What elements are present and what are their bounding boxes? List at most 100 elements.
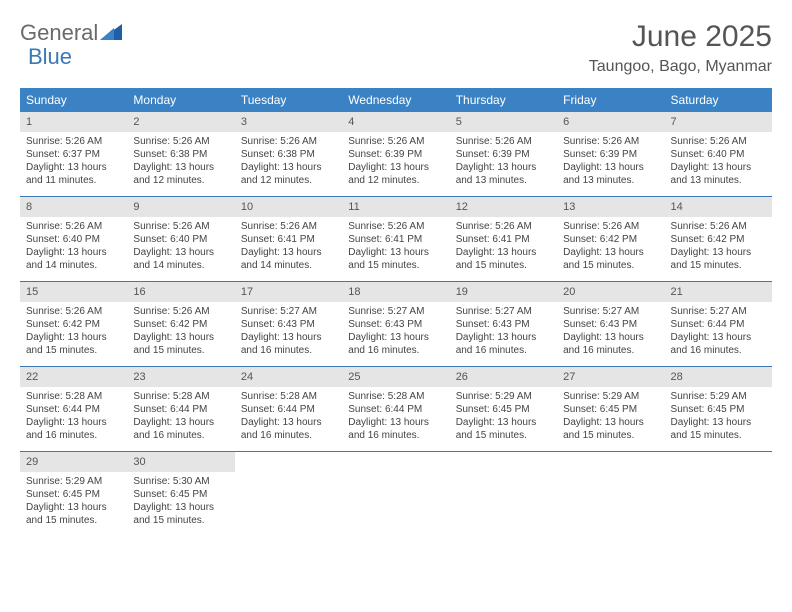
sunset-text: Sunset: 6:45 PM (563, 403, 658, 416)
sunset-text: Sunset: 6:45 PM (671, 403, 766, 416)
calendar: SundayMondayTuesdayWednesdayThursdayFrid… (20, 88, 772, 536)
sunset-text: Sunset: 6:42 PM (563, 233, 658, 246)
daylight-text: Daylight: 13 hours and 15 minutes. (26, 331, 121, 357)
cell-body: Sunrise: 5:26 AMSunset: 6:42 PMDaylight:… (20, 302, 127, 363)
sunset-text: Sunset: 6:44 PM (133, 403, 228, 416)
date-number: 23 (127, 367, 234, 387)
date-number: 8 (20, 197, 127, 217)
month-title: June 2025 (589, 20, 772, 54)
cell-body: Sunrise: 5:26 AMSunset: 6:40 PMDaylight:… (20, 217, 127, 278)
week-row: 15Sunrise: 5:26 AMSunset: 6:42 PMDayligh… (20, 282, 772, 367)
date-number: 24 (235, 367, 342, 387)
daylight-text: Daylight: 13 hours and 16 minutes. (456, 331, 551, 357)
cell-body: Sunrise: 5:28 AMSunset: 6:44 PMDaylight:… (235, 387, 342, 448)
daylight-text: Daylight: 13 hours and 11 minutes. (26, 161, 121, 187)
date-number: 7 (665, 112, 772, 132)
sunset-text: Sunset: 6:38 PM (241, 148, 336, 161)
date-number: 20 (557, 282, 664, 302)
daylight-text: Daylight: 13 hours and 14 minutes. (241, 246, 336, 272)
sunrise-text: Sunrise: 5:28 AM (133, 390, 228, 403)
sunrise-text: Sunrise: 5:26 AM (133, 135, 228, 148)
calendar-cell (235, 452, 342, 536)
sunrise-text: Sunrise: 5:27 AM (671, 305, 766, 318)
date-number: 19 (450, 282, 557, 302)
calendar-cell: 17Sunrise: 5:27 AMSunset: 6:43 PMDayligh… (235, 282, 342, 366)
calendar-cell (342, 452, 449, 536)
sunrise-text: Sunrise: 5:28 AM (348, 390, 443, 403)
sunset-text: Sunset: 6:44 PM (671, 318, 766, 331)
date-number: 18 (342, 282, 449, 302)
cell-body: Sunrise: 5:29 AMSunset: 6:45 PMDaylight:… (20, 472, 127, 533)
date-number: 26 (450, 367, 557, 387)
cell-body: Sunrise: 5:26 AMSunset: 6:41 PMDaylight:… (450, 217, 557, 278)
logo: General (20, 20, 124, 46)
daylight-text: Daylight: 13 hours and 12 minutes. (348, 161, 443, 187)
daylight-text: Daylight: 13 hours and 14 minutes. (133, 246, 228, 272)
sunset-text: Sunset: 6:43 PM (563, 318, 658, 331)
date-number: 28 (665, 367, 772, 387)
sunrise-text: Sunrise: 5:26 AM (26, 135, 121, 148)
calendar-cell: 29Sunrise: 5:29 AMSunset: 6:45 PMDayligh… (20, 452, 127, 536)
daylight-text: Daylight: 13 hours and 15 minutes. (456, 416, 551, 442)
sunset-text: Sunset: 6:38 PM (133, 148, 228, 161)
sunset-text: Sunset: 6:37 PM (26, 148, 121, 161)
sunset-text: Sunset: 6:39 PM (348, 148, 443, 161)
cell-body: Sunrise: 5:26 AMSunset: 6:42 PMDaylight:… (127, 302, 234, 363)
calendar-cell: 19Sunrise: 5:27 AMSunset: 6:43 PMDayligh… (450, 282, 557, 366)
sunrise-text: Sunrise: 5:26 AM (348, 135, 443, 148)
calendar-cell: 12Sunrise: 5:26 AMSunset: 6:41 PMDayligh… (450, 197, 557, 281)
cell-body: Sunrise: 5:26 AMSunset: 6:41 PMDaylight:… (342, 217, 449, 278)
sunrise-text: Sunrise: 5:26 AM (133, 220, 228, 233)
sunrise-text: Sunrise: 5:29 AM (456, 390, 551, 403)
daylight-text: Daylight: 13 hours and 15 minutes. (133, 501, 228, 527)
header: General June 2025 Taungoo, Bago, Myanmar (20, 20, 772, 76)
sunrise-text: Sunrise: 5:30 AM (133, 475, 228, 488)
date-number: 17 (235, 282, 342, 302)
cell-body: Sunrise: 5:26 AMSunset: 6:38 PMDaylight:… (235, 132, 342, 193)
date-number: 4 (342, 112, 449, 132)
daylight-text: Daylight: 13 hours and 15 minutes. (133, 331, 228, 357)
date-number: 11 (342, 197, 449, 217)
cell-body: Sunrise: 5:27 AMSunset: 6:43 PMDaylight:… (450, 302, 557, 363)
date-number: 14 (665, 197, 772, 217)
daylight-text: Daylight: 13 hours and 16 minutes. (26, 416, 121, 442)
sunrise-text: Sunrise: 5:26 AM (563, 220, 658, 233)
sunset-text: Sunset: 6:40 PM (671, 148, 766, 161)
logo-mark-icon (100, 22, 122, 45)
calendar-cell: 11Sunrise: 5:26 AMSunset: 6:41 PMDayligh… (342, 197, 449, 281)
cell-body: Sunrise: 5:30 AMSunset: 6:45 PMDaylight:… (127, 472, 234, 533)
daylight-text: Daylight: 13 hours and 16 minutes. (671, 331, 766, 357)
sunrise-text: Sunrise: 5:29 AM (563, 390, 658, 403)
day-header-saturday: Saturday (665, 88, 772, 112)
cell-body: Sunrise: 5:28 AMSunset: 6:44 PMDaylight:… (20, 387, 127, 448)
title-block: June 2025 Taungoo, Bago, Myanmar (589, 20, 772, 76)
day-header-sunday: Sunday (20, 88, 127, 112)
date-number: 1 (20, 112, 127, 132)
calendar-cell (665, 452, 772, 536)
date-number: 6 (557, 112, 664, 132)
date-number: 5 (450, 112, 557, 132)
cell-body: Sunrise: 5:29 AMSunset: 6:45 PMDaylight:… (557, 387, 664, 448)
cell-body: Sunrise: 5:26 AMSunset: 6:40 PMDaylight:… (665, 132, 772, 193)
calendar-cell: 24Sunrise: 5:28 AMSunset: 6:44 PMDayligh… (235, 367, 342, 451)
day-header-monday: Monday (127, 88, 234, 112)
calendar-cell: 28Sunrise: 5:29 AMSunset: 6:45 PMDayligh… (665, 367, 772, 451)
sunrise-text: Sunrise: 5:26 AM (241, 135, 336, 148)
daylight-text: Daylight: 13 hours and 15 minutes. (671, 416, 766, 442)
week-row: 22Sunrise: 5:28 AMSunset: 6:44 PMDayligh… (20, 367, 772, 452)
date-number: 29 (20, 452, 127, 472)
sunrise-text: Sunrise: 5:26 AM (26, 220, 121, 233)
sunset-text: Sunset: 6:42 PM (133, 318, 228, 331)
date-number: 13 (557, 197, 664, 217)
sunset-text: Sunset: 6:42 PM (26, 318, 121, 331)
sunrise-text: Sunrise: 5:26 AM (671, 220, 766, 233)
cell-body: Sunrise: 5:29 AMSunset: 6:45 PMDaylight:… (450, 387, 557, 448)
calendar-cell: 26Sunrise: 5:29 AMSunset: 6:45 PMDayligh… (450, 367, 557, 451)
calendar-cell: 16Sunrise: 5:26 AMSunset: 6:42 PMDayligh… (127, 282, 234, 366)
logo-text-blue: Blue (28, 44, 72, 69)
daylight-text: Daylight: 13 hours and 15 minutes. (456, 246, 551, 272)
sunrise-text: Sunrise: 5:26 AM (671, 135, 766, 148)
daylight-text: Daylight: 13 hours and 14 minutes. (26, 246, 121, 272)
cell-body: Sunrise: 5:26 AMSunset: 6:42 PMDaylight:… (665, 217, 772, 278)
week-row: 1Sunrise: 5:26 AMSunset: 6:37 PMDaylight… (20, 112, 772, 197)
